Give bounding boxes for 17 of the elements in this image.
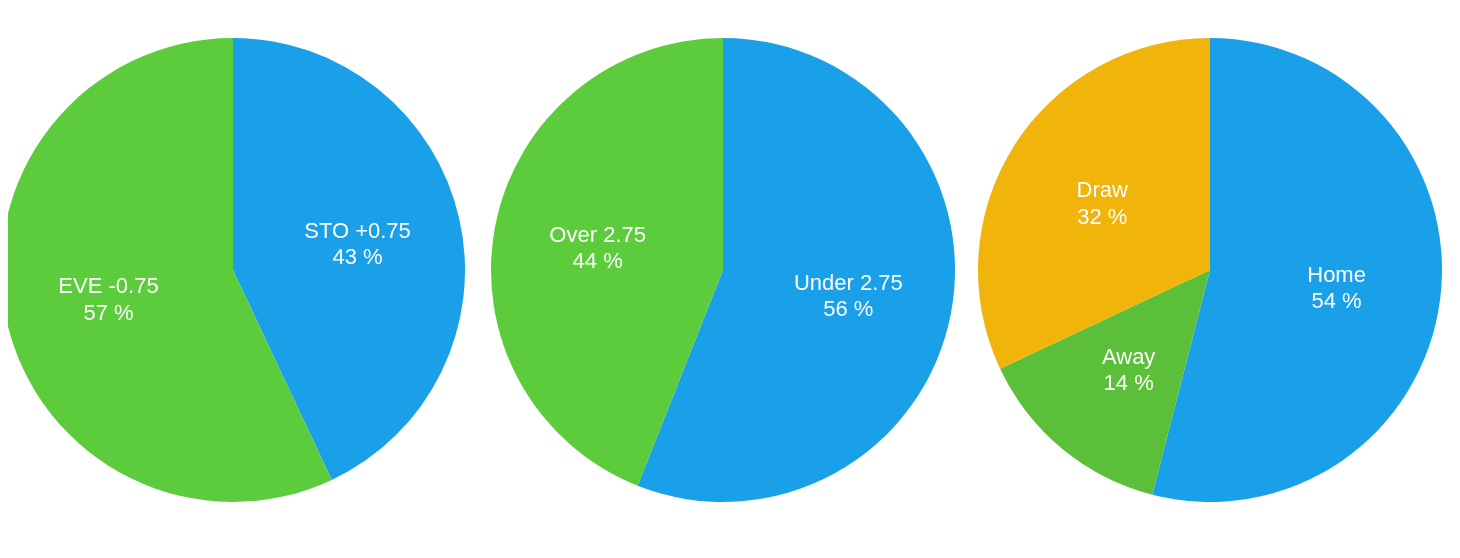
slice-label: Under 2.75 — [793, 269, 903, 295]
pie-slice — [978, 38, 1210, 369]
slice-label: Home — [1307, 261, 1366, 287]
data-label: 54 % — [1311, 287, 1362, 313]
slice-label: Draw — [1076, 177, 1129, 203]
data-label: 32 % — [1077, 203, 1128, 229]
slice-label: STO +0.75 — [304, 217, 411, 243]
slice-label: Over 2.75 — [549, 221, 646, 247]
data-label: 57 % — [83, 299, 134, 325]
data-label: 14 % — [1103, 370, 1154, 396]
data-label: 44 % — [572, 248, 623, 274]
data-label: 56 % — [823, 295, 874, 321]
slice-label: Away — [1101, 343, 1156, 369]
slice-label: EVE -0.75 — [58, 273, 159, 299]
data-label: 43 % — [332, 244, 383, 270]
pie-slice — [1000, 270, 1210, 495]
pie-slice — [491, 38, 723, 486]
